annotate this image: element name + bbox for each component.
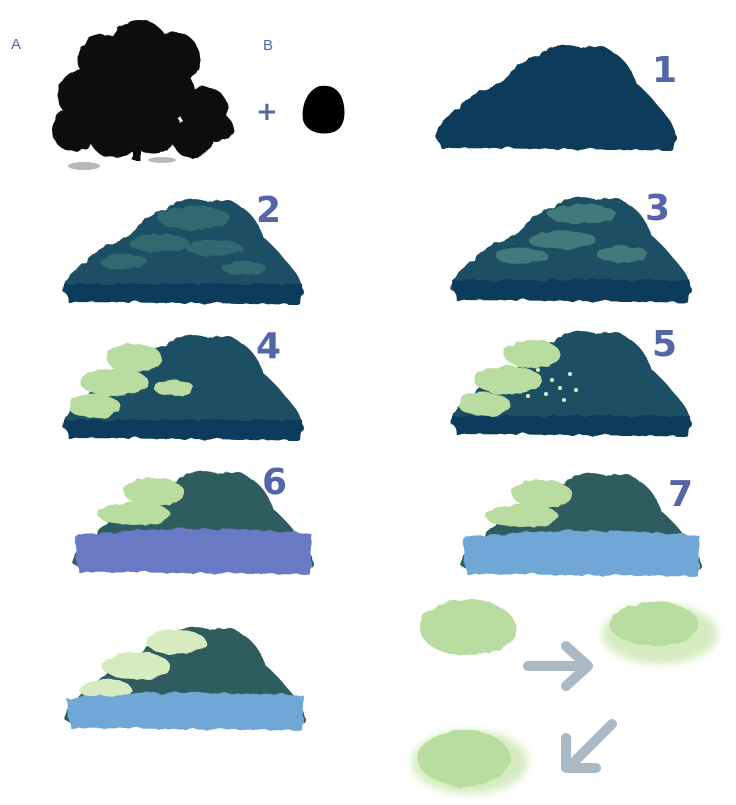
texture-sample-2 — [602, 602, 718, 664]
bush-step-1 — [436, 45, 676, 150]
arrow-down-left-icon — [561, 719, 617, 773]
plus-sign: + — [256, 97, 278, 127]
texture-sample-1 — [420, 600, 516, 656]
step-number-1: 1 — [652, 50, 677, 91]
step-number-3: 3 — [645, 188, 670, 229]
bush-step-2 — [63, 199, 303, 304]
tree-silhouette-icon — [52, 20, 233, 170]
step-number-2: 2 — [256, 190, 281, 231]
label-b: B — [263, 37, 273, 54]
step-number-6: 6 — [262, 462, 287, 503]
label-a: A — [11, 36, 21, 53]
step-number-7: 7 — [668, 474, 693, 515]
texture-sample-3 — [412, 730, 528, 794]
bush-step-4 — [63, 335, 303, 440]
bush-step-3 — [451, 197, 691, 302]
blob-brush-icon — [302, 85, 345, 134]
bush-final — [65, 627, 305, 730]
step-number-5: 5 — [652, 324, 677, 365]
bush-step-6 — [73, 471, 313, 574]
bush-step-5 — [451, 331, 691, 436]
bush-step-7 — [461, 473, 701, 576]
arrow-right-icon — [523, 641, 593, 691]
step-number-4: 4 — [256, 326, 281, 367]
